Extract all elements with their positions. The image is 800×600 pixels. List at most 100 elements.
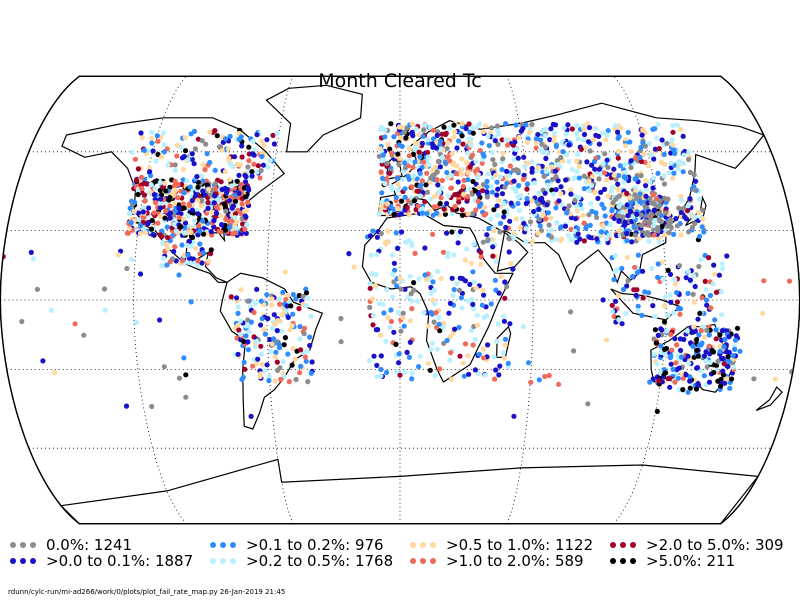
station-point	[713, 327, 719, 333]
station-point	[182, 148, 189, 154]
station-point	[502, 279, 508, 285]
station-point	[510, 266, 516, 272]
station-point	[402, 165, 409, 171]
station-point	[207, 129, 213, 135]
station-point	[172, 162, 178, 168]
station-point	[272, 321, 278, 327]
station-point	[428, 346, 434, 352]
station-point	[136, 210, 142, 216]
station-point	[181, 355, 187, 361]
station-point	[613, 196, 619, 202]
station-point	[680, 169, 686, 175]
station-point	[732, 337, 739, 343]
station-point	[227, 224, 233, 230]
station-point	[254, 286, 260, 292]
station-point	[437, 366, 443, 372]
station-point	[125, 230, 131, 236]
station-point	[450, 292, 456, 298]
station-point	[297, 336, 303, 342]
station-point	[441, 206, 447, 212]
station-point	[394, 175, 400, 181]
station-point	[437, 200, 443, 207]
station-point	[618, 125, 624, 131]
station-point	[474, 166, 481, 172]
station-point	[395, 181, 401, 187]
station-point	[600, 222, 606, 228]
station-point	[488, 301, 494, 307]
station-point	[157, 317, 163, 323]
station-point	[484, 194, 490, 200]
station-point	[211, 200, 217, 206]
station-point	[527, 219, 534, 225]
station-point	[459, 207, 465, 213]
station-point	[733, 333, 739, 339]
station-point	[556, 198, 562, 204]
station-point	[604, 337, 610, 343]
station-point	[695, 381, 701, 387]
station-point	[416, 276, 422, 282]
station-point	[382, 181, 388, 187]
station-point	[697, 233, 703, 239]
legend-marker	[608, 540, 642, 550]
station-point	[460, 141, 466, 147]
station-point	[464, 246, 470, 252]
station-point	[635, 307, 641, 314]
station-point	[638, 158, 645, 165]
station-point	[652, 327, 659, 333]
legend: 0.0%: 1241 >0.0 to 0.1%: 1887 >0.1 to 0.…	[0, 536, 800, 576]
station-point	[654, 408, 660, 414]
station-point	[480, 188, 486, 194]
station-point	[694, 347, 700, 353]
station-point	[137, 271, 144, 277]
station-point	[410, 164, 416, 170]
station-point	[499, 167, 505, 173]
station-point	[236, 190, 242, 196]
station-point	[651, 207, 658, 213]
station-point	[574, 169, 580, 175]
station-point	[556, 381, 562, 387]
station-point	[503, 137, 509, 143]
station-point	[219, 222, 225, 228]
station-point	[479, 140, 485, 146]
station-point	[281, 373, 287, 379]
station-point	[494, 192, 500, 198]
station-point	[461, 373, 467, 379]
station-point	[378, 231, 384, 237]
station-point	[172, 244, 178, 250]
station-point	[423, 276, 429, 282]
station-point	[690, 329, 696, 335]
station-point	[537, 223, 543, 229]
station-point	[485, 342, 491, 348]
station-point	[153, 200, 159, 206]
station-point	[674, 370, 680, 376]
station-point	[196, 223, 202, 229]
station-point	[694, 365, 701, 371]
station-point	[285, 351, 291, 357]
station-point	[625, 278, 631, 284]
station-point	[592, 166, 598, 172]
station-point	[655, 261, 661, 267]
station-point	[476, 203, 483, 209]
station-point	[237, 318, 243, 324]
station-point	[578, 146, 584, 152]
station-point	[662, 294, 668, 300]
station-point	[200, 250, 206, 256]
station-point	[484, 189, 490, 195]
station-point	[696, 263, 702, 270]
station-point	[724, 349, 730, 355]
station-point	[602, 151, 608, 157]
station-point	[270, 132, 276, 138]
station-point	[704, 327, 710, 333]
station-point	[243, 214, 249, 220]
station-point	[369, 296, 375, 302]
station-point	[243, 230, 249, 236]
station-point	[128, 220, 134, 226]
station-point	[598, 189, 604, 195]
station-point	[367, 285, 373, 291]
station-point	[235, 351, 241, 357]
station-point	[234, 219, 240, 225]
station-point	[639, 132, 645, 138]
station-point	[367, 281, 373, 287]
station-point	[455, 179, 461, 185]
station-point	[658, 349, 664, 356]
